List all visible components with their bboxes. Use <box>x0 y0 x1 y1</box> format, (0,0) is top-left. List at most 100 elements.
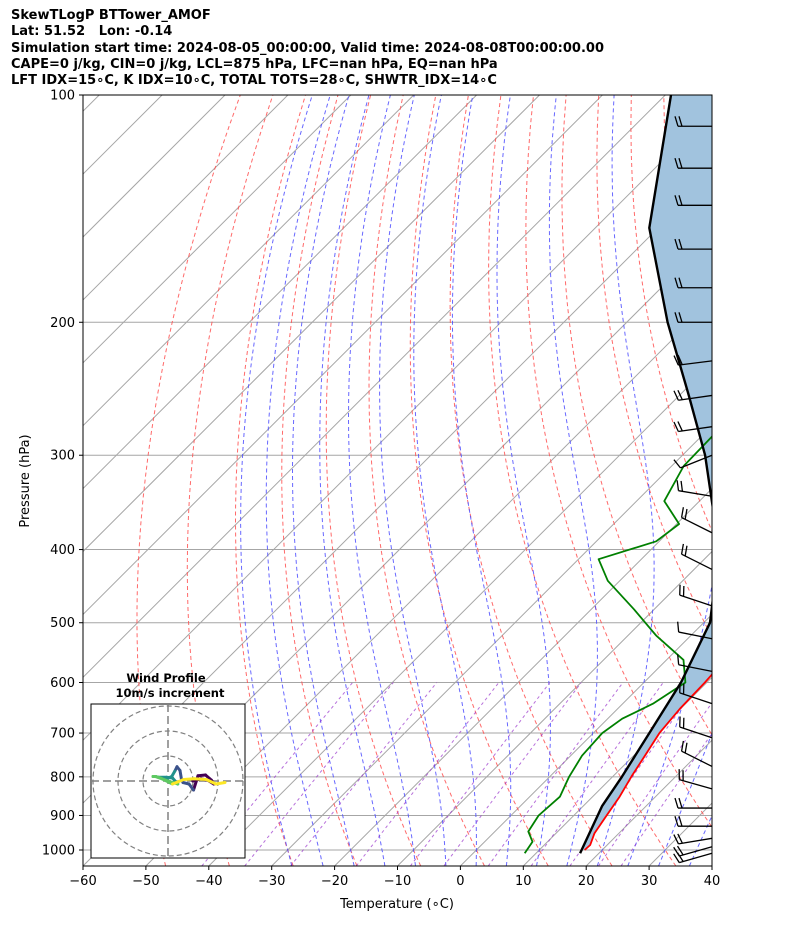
wind-barbs <box>673 116 713 864</box>
isotherm <box>397 550 712 866</box>
moist-adiabat <box>265 95 331 866</box>
wind-barb <box>674 116 712 127</box>
wind-barb <box>673 833 713 845</box>
barb-flag <box>674 238 679 250</box>
dry-adiabat <box>136 95 241 866</box>
wind-barb <box>674 238 712 250</box>
moist-adiabat <box>319 95 386 866</box>
temperature-profile <box>584 673 712 851</box>
barb-staff <box>679 726 713 739</box>
dry-adiabat <box>729 95 794 866</box>
barb-staff <box>678 394 713 401</box>
barb-flag <box>684 742 688 754</box>
isotherm <box>775 95 794 866</box>
barb-flag <box>684 545 688 557</box>
barb-flag <box>674 797 679 809</box>
x-tick-label: −50 <box>132 874 159 889</box>
dry-adiabat <box>409 95 549 866</box>
dewpoint-profile <box>523 435 712 854</box>
plot-area <box>83 95 794 866</box>
barb-flag <box>680 507 685 518</box>
barb-flag <box>673 846 680 857</box>
y-tick-label: 600 <box>50 676 75 691</box>
dry-adiabat <box>186 95 274 866</box>
moist-adiabat <box>451 95 512 866</box>
wind-barb <box>673 845 713 857</box>
barb-flag <box>677 389 683 400</box>
dry-adiabat <box>525 95 712 828</box>
dry-adiabat <box>235 95 306 866</box>
dry-adiabat <box>488 95 677 866</box>
isotherm <box>83 95 100 112</box>
barb-flag <box>677 354 683 365</box>
header-stability: CAPE=0 j/kg, CIN=0 j/kg, LCL=875 hPa, LF… <box>11 56 498 72</box>
barb-flag <box>678 195 683 206</box>
isotherm <box>83 95 289 301</box>
isotherm <box>83 110 712 741</box>
barb-staff <box>678 426 713 433</box>
wind-barb <box>673 354 713 366</box>
x-tick-label: 20 <box>578 874 595 889</box>
barb-flag <box>676 480 680 491</box>
moist-adiabat <box>627 95 712 866</box>
inset-subtitle: 10m/s increment <box>116 686 225 700</box>
barb-staff <box>678 837 713 845</box>
dry-adiabat <box>325 95 422 866</box>
axes: −60 −50 −40 −30 −20 −10 0 10 20 30 40 100 200 300 400 5… <box>42 89 720 890</box>
hodograph-segment <box>159 776 174 786</box>
dry-adiabat <box>630 95 712 533</box>
x-axis-title: Temperature (∘C) <box>339 897 454 912</box>
barb-staff <box>679 594 713 607</box>
wind-barb <box>676 480 713 497</box>
barb-flag <box>678 277 683 288</box>
wind-barb <box>674 797 712 809</box>
moist-adiabat <box>292 95 355 866</box>
x-tick-label: −20 <box>321 874 348 889</box>
wind-barb <box>680 507 713 534</box>
isotherm <box>145 299 712 866</box>
isotherm <box>83 95 666 679</box>
x-tick-label: −30 <box>258 874 285 889</box>
y-tick-label: 400 <box>50 543 75 558</box>
dry-adiabat <box>762 95 794 866</box>
barb-staff <box>681 750 713 768</box>
isotherm <box>711 865 712 866</box>
isotherm <box>334 487 712 866</box>
isotherm <box>83 95 415 427</box>
wind-barb <box>677 654 713 673</box>
isotherm <box>83 95 477 490</box>
y-tick-label: 700 <box>50 727 75 742</box>
moist-adiabat <box>720 95 794 866</box>
barb-flag <box>676 845 684 856</box>
wind-barb <box>678 769 713 790</box>
isotherm <box>271 424 712 866</box>
hodograph-segment <box>192 777 208 781</box>
moist-adiabat <box>240 95 313 866</box>
moist-adiabat <box>348 95 416 866</box>
wind-barb <box>674 157 712 169</box>
moist-adiabat <box>379 95 447 866</box>
barb-flag <box>673 421 679 432</box>
y-tick-label: 100 <box>50 89 75 104</box>
barb-staff <box>678 360 713 366</box>
mixing-ratio-line <box>244 682 394 866</box>
wind-barb <box>677 621 713 640</box>
wind-barb <box>679 716 713 739</box>
cin-cape-shading <box>581 95 712 850</box>
y-tick-label: 900 <box>50 809 75 824</box>
y-axis-title: Pressure (hPa) <box>18 434 33 527</box>
barb-flag <box>678 797 683 809</box>
barb-flag <box>677 833 683 844</box>
barb-staff <box>679 778 713 790</box>
barb-flag <box>678 312 683 323</box>
mixing-ratio-line <box>487 682 624 866</box>
mixing-ratio-line <box>443 682 582 866</box>
mixing-ratio-line <box>355 682 500 866</box>
wind-barb <box>674 195 712 206</box>
x-tick-label: 0 <box>456 874 464 889</box>
y-tick-label: 500 <box>50 616 75 631</box>
barb-flag <box>673 355 679 366</box>
barb-flag <box>674 816 679 827</box>
barb-staff <box>678 490 713 497</box>
